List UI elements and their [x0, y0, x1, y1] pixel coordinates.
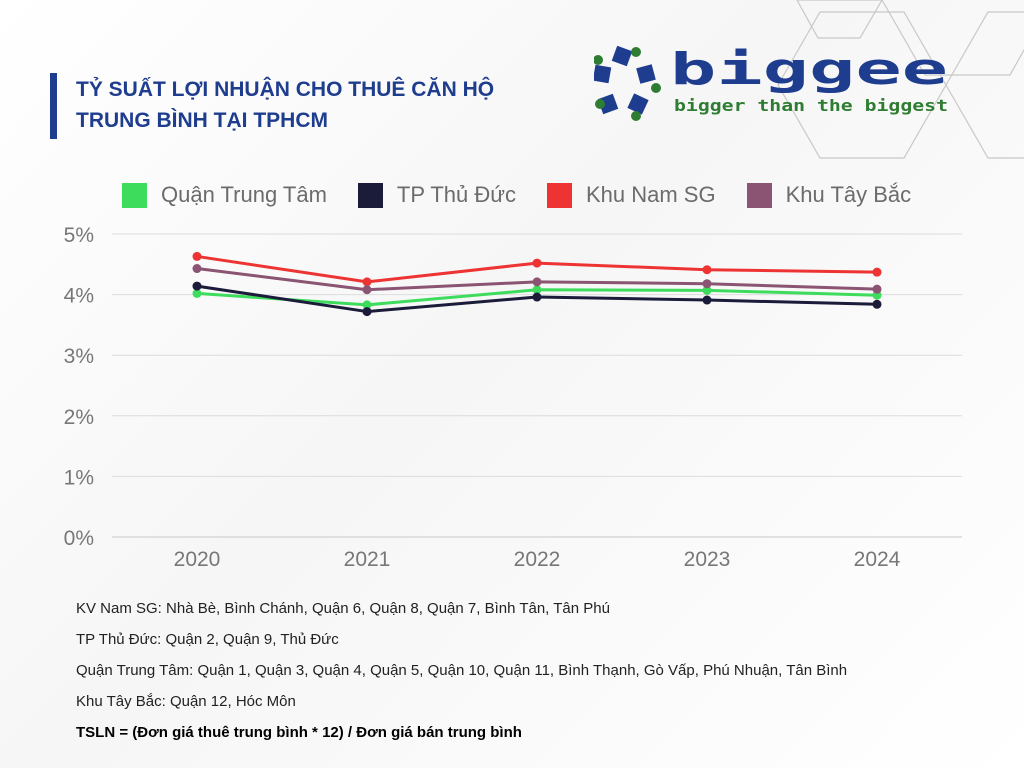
legend-label: Quận Trung Tâm — [161, 182, 327, 207]
x-tick-label: 2020 — [174, 548, 221, 571]
data-point-series-2 — [362, 277, 372, 287]
note-khu-tay-bac: Khu Tây Bắc: Quận 12, Hóc Môn — [76, 693, 296, 710]
data-point-series-3 — [872, 284, 882, 294]
x-tick-label: 2021 — [344, 548, 391, 571]
data-point-series-1 — [702, 295, 712, 305]
legend-item: Khu Nam SG — [546, 182, 716, 208]
y-tick-label: 5% — [64, 224, 94, 247]
legend-label: Khu Nam SG — [585, 182, 716, 207]
data-point-series-0 — [362, 300, 372, 310]
data-point-series-2 — [532, 258, 542, 268]
data-point-series-2 — [702, 265, 712, 275]
biggee-logo: biggee bigger than the biggest — [594, 44, 948, 121]
x-tick-label: 2023 — [684, 548, 731, 571]
legend-item: Quận Trung Tâm — [122, 182, 327, 208]
data-point-series-0 — [532, 285, 542, 295]
legend-swatch — [357, 182, 383, 208]
pentagon-squares-logo-icon — [594, 45, 661, 121]
legend-item: Khu Tây Bắc — [746, 182, 912, 208]
note-tp-thu-duc: TP Thủ Đức: Quận 2, Quận 9, Thủ Đức — [76, 631, 339, 648]
data-point-series-3 — [532, 277, 542, 287]
page-title-line-1: TỶ SUẤT LỢI NHUẬN CHO THUÊ CĂN HỘ — [76, 78, 495, 101]
formula-note: TSLN = (Đơn giá thuê trung bình * 12) / … — [76, 724, 522, 741]
legend-item: TP Thủ Đức — [357, 182, 516, 208]
note-khu-nam-sg: KV Nam SG: Nhà Bè, Bình Chánh, Quận 6, Q… — [76, 600, 610, 617]
brand-tagline: bigger than the biggest — [674, 96, 948, 115]
notes-section: KV Nam SG: Nhà Bè, Bình Chánh, Quận 6, Q… — [76, 593, 847, 748]
line-chart: 0% 1% 2% 3% 4% 5% 2020 2021 2022 2023 2024 — [64, 224, 962, 571]
data-point-series-1 — [872, 299, 882, 309]
data-point-series-2 — [192, 251, 202, 261]
x-tick-label: 2024 — [854, 548, 901, 571]
legend-label: Khu Tây Bắc — [785, 182, 912, 207]
legend-label: TP Thủ Đức — [396, 182, 516, 207]
data-point-series-3 — [192, 264, 202, 274]
y-tick-label: 0% — [64, 527, 94, 550]
data-point-series-1 — [192, 281, 202, 291]
y-tick-label: 3% — [64, 345, 94, 368]
data-point-series-0 — [192, 288, 202, 298]
y-tick-label: 4% — [64, 285, 94, 308]
data-point-series-3 — [362, 285, 372, 295]
note-quan-trung-tam: Quận Trung Tâm: Quận 1, Quận 3, Quận 4, … — [76, 662, 848, 679]
chart-legend: Quận Trung Tâm TP Thủ Đức Khu Nam SG Khu… — [122, 182, 942, 208]
data-point-series-1 — [362, 307, 372, 317]
data-point-series-3 — [702, 279, 712, 289]
brand-name: biggee — [670, 44, 948, 95]
y-tick-label: 2% — [64, 406, 94, 429]
legend-swatch — [546, 182, 572, 208]
y-tick-label: 1% — [64, 466, 94, 489]
data-point-series-1 — [532, 292, 542, 302]
page-title-line-2: TRUNG BÌNH TẠI TPHCM — [76, 109, 328, 132]
title-accent-bar — [50, 73, 57, 139]
x-tick-label: 2022 — [514, 548, 561, 571]
legend-swatch — [746, 182, 772, 208]
page-title: TỶ SUẤT LỢI NHUẬN CHO THUÊ CĂN HỘ TRUNG … — [76, 74, 494, 136]
data-point-series-0 — [702, 285, 712, 295]
legend-swatch — [122, 182, 147, 208]
data-point-series-2 — [872, 267, 882, 277]
